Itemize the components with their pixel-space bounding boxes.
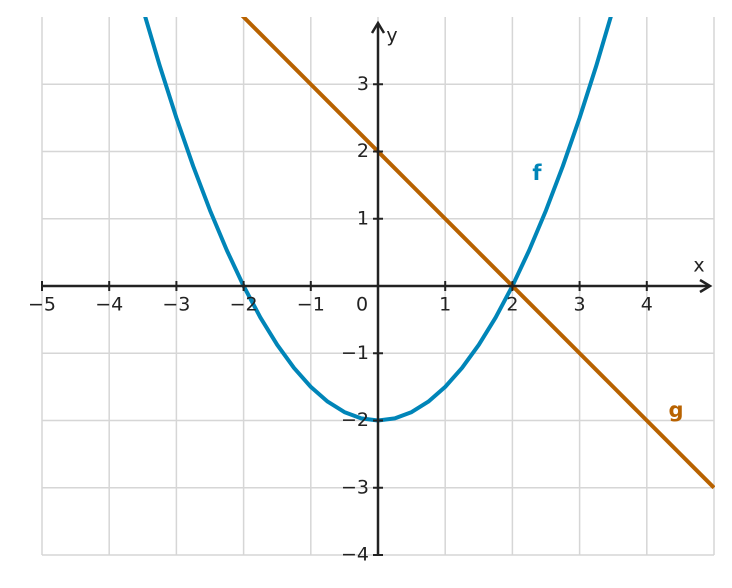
x-axis-label: x	[693, 255, 704, 277]
y-tick-label: −1	[341, 342, 369, 364]
y-tick-label: −4	[341, 544, 369, 566]
y-tick-label: 3	[357, 73, 369, 95]
x-tick-label: −4	[95, 294, 123, 316]
y-axis-label: y	[386, 25, 397, 47]
y-tick-label: 2	[357, 140, 369, 162]
y-axis-arrow	[370, 20, 386, 34]
x-tick-label: 1	[439, 294, 451, 316]
x-tick-label: −5	[28, 294, 56, 316]
x-tick-label: −2	[230, 294, 258, 316]
curve	[240, 17, 715, 490]
x-tick-label: 3	[574, 294, 586, 316]
y-tick-label: −3	[341, 476, 369, 498]
x-tick-label: 2	[506, 294, 518, 316]
x-axis-arrow	[699, 278, 713, 294]
y-tick-label: −2	[341, 409, 369, 431]
x-tick-label: 4	[641, 294, 653, 316]
x-tick-label: 0	[356, 294, 368, 316]
y-tick-label: 1	[357, 207, 369, 229]
curve-label: f	[532, 161, 542, 185]
x-tick-label: −3	[162, 294, 190, 316]
curve-label: g	[668, 398, 683, 422]
x-tick-label: −1	[297, 294, 325, 316]
